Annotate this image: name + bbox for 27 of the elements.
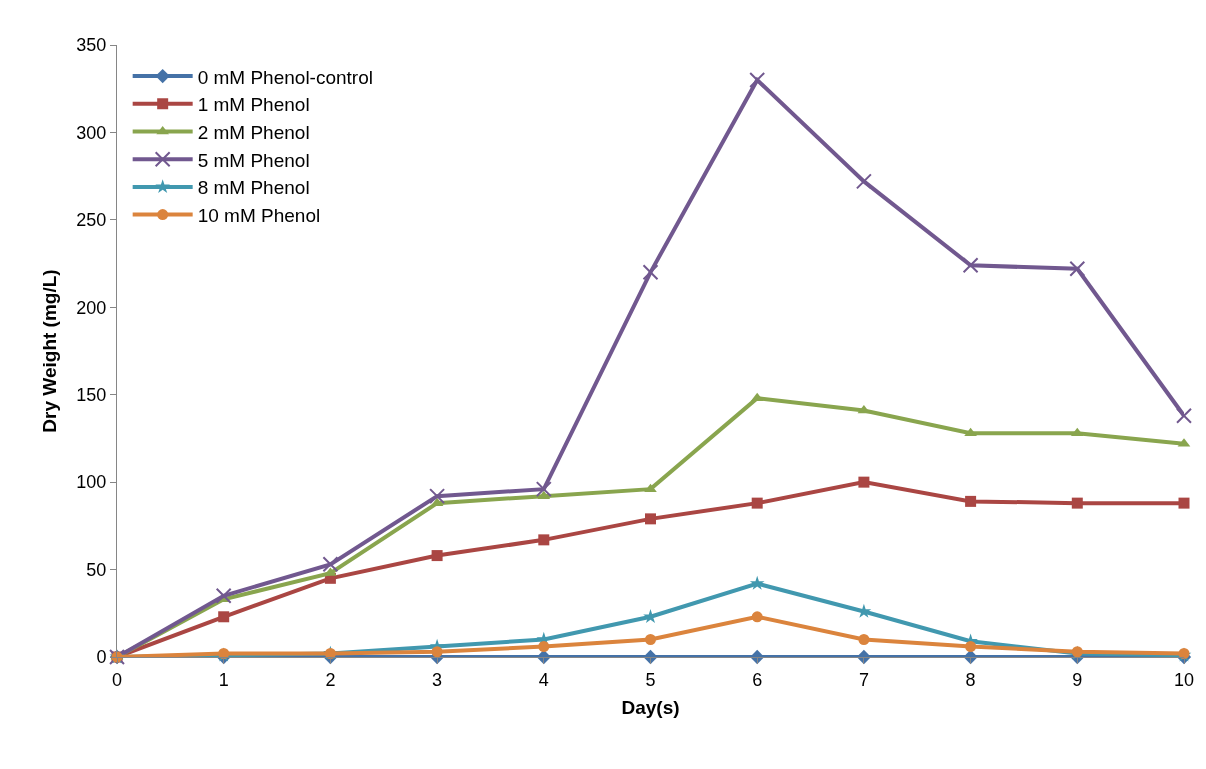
x-tick-label: 5 [645,669,656,690]
x-tick-label: 9 [1072,669,1083,690]
x-tick-label: 6 [752,669,763,690]
x-axis-title: Day(s) [621,697,680,719]
legend-label: 10 mM Phenol [197,205,321,226]
x-tick-label: 0 [111,669,123,690]
y-tick-label: 150 [76,385,107,406]
x-tick-label: 8 [965,669,976,690]
y-axis-title: Dry Weight (mg/L) [39,269,61,433]
y-tick-label: 0 [96,647,107,668]
x-tick-label: 7 [858,669,869,690]
y-tick-label: 200 [76,297,107,318]
y-tick-label: 350 [76,35,107,56]
y-tick-label: 250 [76,210,107,231]
y-tick-label: 300 [76,122,107,143]
x-tick-label: 2 [325,669,336,690]
legend-label: 5 mM Phenol [197,149,310,171]
legend-label: 8 mM Phenol [197,177,310,199]
legend-label: 0 mM Phenol-control [197,66,373,88]
legend-label: 2 mM Phenol [197,121,310,143]
x-tick-label: 3 [432,669,443,690]
y-tick-label: 50 [86,559,107,580]
legend-label: 1 mM Phenol [197,94,310,116]
y-tick-label: 100 [76,472,107,493]
x-tick-label: 4 [538,669,549,690]
x-tick-label: 1 [218,669,229,690]
x-tick-label: 10 [1173,669,1195,690]
